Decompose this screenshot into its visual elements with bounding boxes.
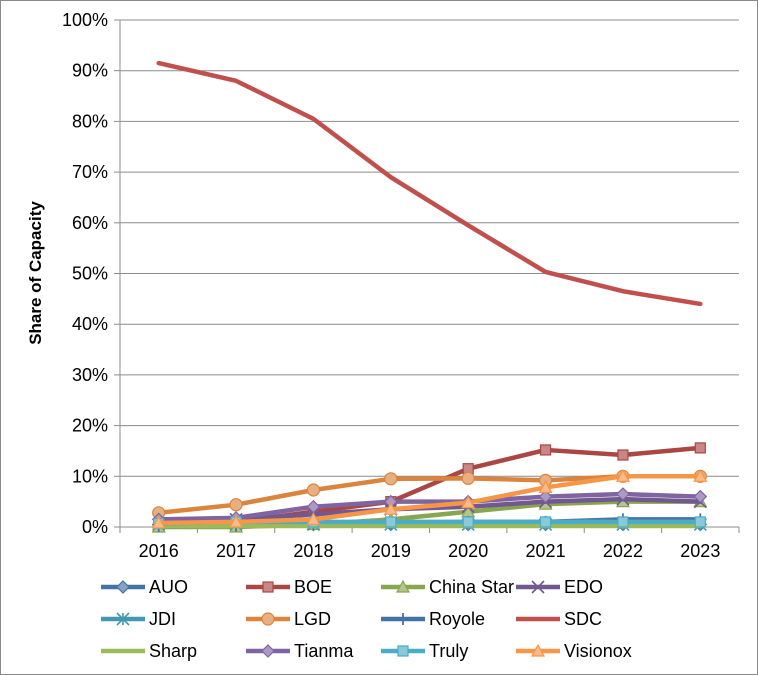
legend: AUO BOE China Star EDO JDI LGD Royole SDC Sharp T… <box>101 577 632 661</box>
y-tick-label: 70% <box>72 162 108 182</box>
y-tick-label: 50% <box>72 264 108 284</box>
legend-label: China Star <box>429 577 514 597</box>
legend-label: Truly <box>429 641 468 661</box>
data-point <box>383 502 398 515</box>
legend-item: China Star <box>381 577 514 597</box>
x-tick-label: 2020 <box>448 541 488 561</box>
legend-item: EDO <box>516 577 603 597</box>
x-tick-label: 2016 <box>139 541 179 561</box>
data-point <box>530 643 546 657</box>
data-point <box>262 581 274 593</box>
series-line <box>156 491 703 522</box>
y-tick-label: 10% <box>72 466 108 486</box>
data-point <box>694 442 706 454</box>
y-tick-label: 0% <box>82 517 108 537</box>
data-point <box>693 489 708 504</box>
data-point <box>261 612 275 626</box>
y-tick-label: 100% <box>62 10 108 30</box>
data-point <box>384 472 398 486</box>
x-tick-label: 2023 <box>680 541 720 561</box>
y-tick-label: 60% <box>72 213 108 233</box>
legend-label: EDO <box>564 577 603 597</box>
data-point <box>538 480 553 494</box>
y-tick-label: 40% <box>72 314 108 334</box>
data-point <box>229 514 244 528</box>
legend-label: LGD <box>294 609 331 629</box>
legend-label: Visionox <box>564 641 632 661</box>
data-point <box>693 469 708 482</box>
series-line <box>156 474 703 526</box>
y-tick-label: 30% <box>72 365 108 385</box>
legend-label: Sharp <box>149 641 197 661</box>
y-axis-label: Share of Capacity <box>26 201 45 345</box>
series-line <box>156 60 703 307</box>
legend-item: Visionox <box>516 641 632 661</box>
legend-item: Truly <box>381 641 468 661</box>
x-tick-label: 2022 <box>603 541 643 561</box>
y-tick-label: 80% <box>72 111 108 131</box>
y-tick-label: 90% <box>72 61 108 81</box>
data-point <box>116 612 130 626</box>
data-point <box>261 644 275 658</box>
legend-item: JDI <box>101 609 176 629</box>
legend-label: Royole <box>429 609 485 629</box>
data-point <box>116 580 130 594</box>
legend-label: SDC <box>564 609 602 629</box>
legend-label: JDI <box>149 609 176 629</box>
legend-item: Royole <box>381 609 485 629</box>
data-point <box>694 516 706 528</box>
data-point <box>229 498 243 512</box>
data-point <box>539 516 552 528</box>
data-point <box>306 483 321 497</box>
y-tick-label: 20% <box>72 416 108 436</box>
data-point <box>397 613 409 625</box>
data-point <box>151 515 166 529</box>
x-tick-label: 2018 <box>293 541 333 561</box>
axes: 0% 10% 20% 30% 40% 50% 60% 70% 80% 90% 100% 2016 201… <box>62 10 740 561</box>
data-point <box>615 469 630 482</box>
gridlines <box>120 19 739 477</box>
legend-item: LGD <box>246 609 331 629</box>
legend-label: AUO <box>149 577 188 597</box>
series-visionox <box>151 469 708 529</box>
data-point <box>617 516 629 528</box>
data-point <box>461 495 476 509</box>
data-point <box>616 487 630 501</box>
data-point <box>617 449 629 461</box>
legend-label: BOE <box>294 577 332 597</box>
x-tick-label: 2021 <box>526 541 566 561</box>
data-point <box>538 489 553 504</box>
data-point <box>395 579 411 593</box>
legend-item: AUO <box>101 577 188 597</box>
data-point <box>385 516 397 528</box>
series-lines <box>151 60 708 533</box>
legend-item: BOE <box>246 577 332 597</box>
x-tick-label: 2017 <box>216 541 256 561</box>
data-point <box>539 444 552 456</box>
series-sdc <box>156 60 703 307</box>
x-tick-label: 2019 <box>371 541 411 561</box>
data-point <box>306 512 321 525</box>
data-point <box>531 580 545 594</box>
legend-item: SDC <box>516 609 602 629</box>
data-point <box>462 516 474 528</box>
legend-item: Tianma <box>246 641 354 661</box>
data-point <box>461 471 475 485</box>
data-point <box>397 645 409 657</box>
legend-label: Tianma <box>294 641 354 661</box>
legend-item: Sharp <box>101 641 197 661</box>
